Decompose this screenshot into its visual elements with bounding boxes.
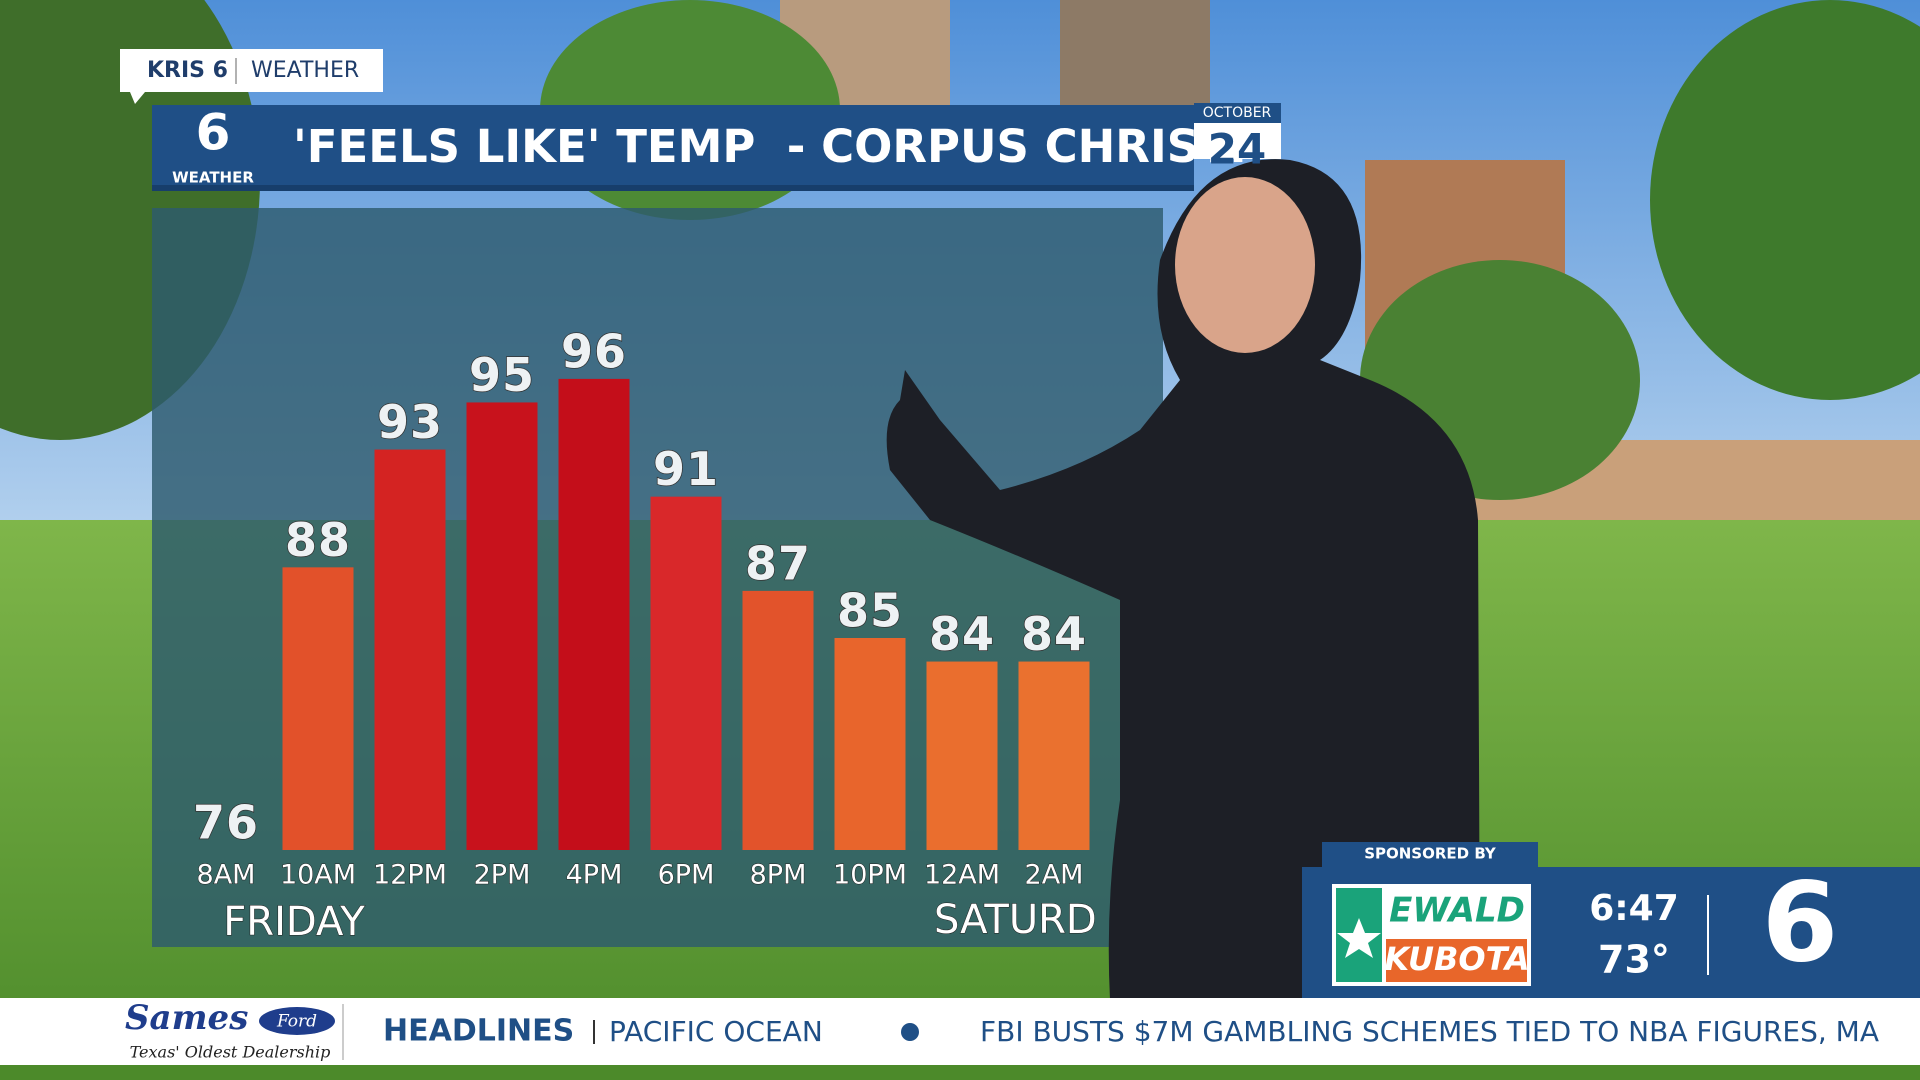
title-bar [152, 105, 1194, 191]
data-label: 96 [561, 324, 627, 378]
day-label: SATURD [934, 897, 1097, 943]
date-month-band [1194, 103, 1281, 123]
presenter-face [1175, 177, 1315, 353]
data-label: 95 [469, 348, 535, 402]
sponsor-line2: KUBOTA [1384, 940, 1529, 978]
date-month: OCTOBER [1203, 105, 1272, 121]
clock: 6:47 [1589, 888, 1679, 929]
title-bar-edge [152, 185, 1194, 191]
sponsor-label: SPONSORED BY [1364, 845, 1497, 863]
data-label: 87 [745, 536, 811, 590]
section-name: WEATHER [251, 58, 359, 83]
ford-badge [259, 1007, 335, 1035]
date-day: 24 [1208, 125, 1266, 174]
x-tick-label: 10AM [280, 860, 356, 891]
logo-number: 6 [196, 104, 231, 162]
ticker-bullet [901, 1023, 919, 1041]
station-name: KRIS 6 [147, 58, 228, 83]
tree [1650, 0, 1920, 400]
current-temp: 73° [1598, 938, 1670, 982]
advertiser-tagline: Texas' Oldest Dealership [130, 1043, 331, 1062]
x-tick-label: 12AM [924, 860, 1000, 891]
chart-title: 'FEELS LIKE' TEMP - CORPUS CHRISTI [293, 120, 1247, 173]
sponsor-tab [1322, 842, 1538, 867]
bar [374, 449, 446, 850]
ticker-label: HEADLINES [383, 1014, 574, 1049]
building [1060, 0, 1210, 110]
ticker-item: FBI BUSTS $7M GAMBLING SCHEMES TIED TO N… [980, 1015, 1879, 1048]
x-tick-label: 8PM [750, 860, 807, 891]
bar [926, 661, 998, 850]
sponsor-logo-orange [1386, 939, 1527, 982]
bar [742, 590, 814, 850]
data-label: 76 [193, 796, 259, 850]
bar [466, 402, 538, 850]
bar [282, 567, 354, 850]
channel-logo: 6 [1762, 858, 1839, 986]
ford-badge-text: Ford [276, 1012, 317, 1032]
presenter [886, 159, 1480, 1001]
x-tick-label: 12PM [373, 860, 447, 891]
advertiser: Sames [125, 998, 248, 1038]
x-tick-label: 6PM [658, 860, 715, 891]
grass-strip [0, 1065, 1920, 1080]
x-tick-label: 2PM [474, 860, 531, 891]
x-tick-label: 8AM [197, 860, 256, 891]
day-label: FRIDAY [223, 899, 365, 945]
data-label: 88 [285, 513, 351, 567]
bar [1018, 661, 1090, 850]
data-label: 91 [653, 442, 719, 496]
data-label: 84 [1021, 607, 1087, 661]
brand-tag [120, 49, 383, 104]
bar [650, 496, 722, 850]
data-label: 84 [929, 607, 995, 661]
data-label: 93 [377, 395, 443, 449]
logo-text: WEATHER [172, 169, 254, 187]
x-tick-label: 4PM [566, 860, 623, 891]
x-tick-label: 10PM [833, 860, 907, 891]
bar-chart: 76 8AM 88 10AM 93 12PM 95 2PM 96 4PM 91 6PM 87 8PM 85 1… [192, 324, 1097, 946]
bar [834, 638, 906, 850]
sponsor-star [1337, 918, 1381, 958]
bar [558, 378, 630, 850]
ticker-item: PACIFIC OCEAN [609, 1015, 823, 1048]
x-tick-label: 2AM [1025, 860, 1084, 891]
data-label: 85 [837, 584, 903, 638]
sponsor-line1: EWALD [1389, 891, 1525, 931]
